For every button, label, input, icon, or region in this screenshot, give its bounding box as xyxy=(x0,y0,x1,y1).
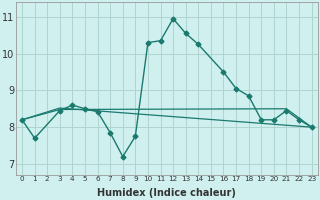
X-axis label: Humidex (Indice chaleur): Humidex (Indice chaleur) xyxy=(97,188,236,198)
